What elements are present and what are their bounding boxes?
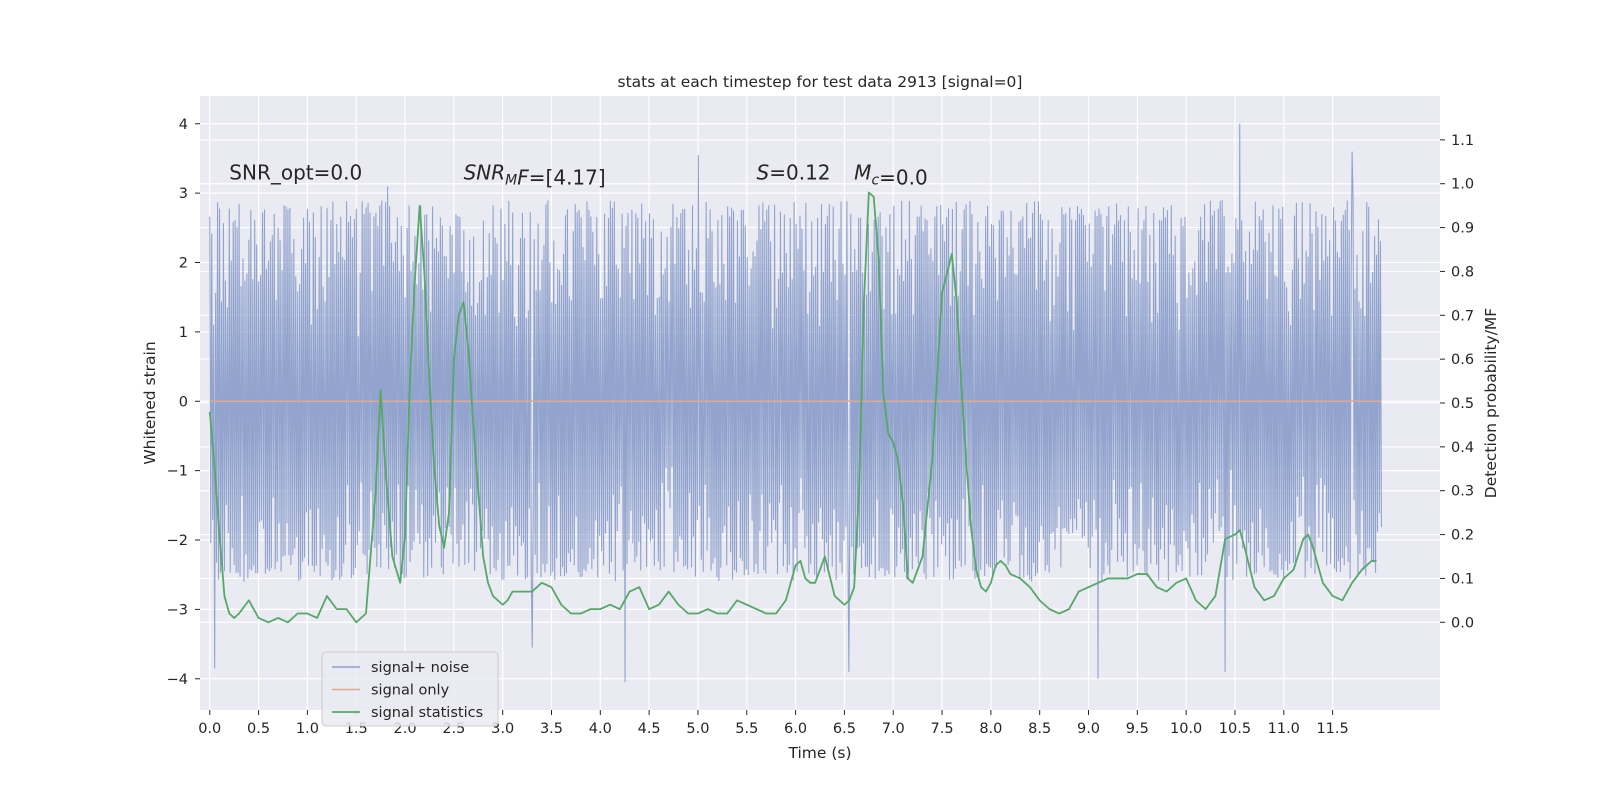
y-right-tick-label: 0.6 — [1451, 352, 1474, 368]
annotation-part: S — [757, 160, 770, 184]
annotation-part: M — [854, 160, 871, 184]
y-left-tick-label: 0 — [179, 394, 188, 410]
x-tick-label: 1.0 — [296, 721, 319, 737]
x-tick-label: 8.5 — [1028, 721, 1051, 737]
annotation-part: SNR — [464, 160, 506, 184]
x-tick-label: 6.0 — [784, 721, 807, 737]
y-right-tick-label: 1.0 — [1451, 177, 1474, 193]
legend-box — [321, 651, 499, 727]
y-axis-right: 0.0 0.1 0.2 0.3 0.4 0.5 0.6 0.7 0.8 0.9 1.0 1.1 — [1440, 133, 1474, 631]
line-signal-statistics — [208, 191, 1377, 624]
y-axis-label-left: Whitened strain — [141, 341, 159, 464]
y-right-tick-label: 0.0 — [1451, 615, 1474, 631]
y-right-tick-label: 0.4 — [1451, 440, 1474, 456]
y-left-tick-label: 3 — [179, 186, 188, 202]
annotation-text: SNRMF=[4.17] — [464, 160, 606, 189]
y-left-tick-label: −2 — [167, 533, 188, 549]
annotation-part: SNR_opt=0.0 — [229, 160, 362, 184]
annotations: SNR_opt=0.0 SNRMF=[4.17] S=0.12 Mc=0.0 — [229, 160, 927, 189]
chart-title: stats at each timestep for test data 291… — [618, 73, 1023, 91]
y-right-tick-label: 1.1 — [1451, 133, 1474, 149]
annotation-text: SNR_opt=0.0 — [229, 160, 362, 184]
x-tick-label: 11.0 — [1268, 721, 1300, 737]
y-axis-left: −4 −3 −2 −1 0 1 2 3 4 — [167, 117, 200, 688]
x-tick-label: 4.5 — [638, 721, 661, 737]
y-left-tick-label: −3 — [167, 602, 188, 618]
series-signal-statistics — [208, 191, 1377, 624]
y-left-tick-label: −1 — [167, 464, 188, 480]
x-tick-label: 6.5 — [833, 721, 856, 737]
x-tick-label: 7.5 — [931, 721, 954, 737]
y-axis-label-right: Detection probability/MF — [1482, 308, 1500, 499]
annotation-part: =0.0 — [879, 165, 928, 189]
y-right-tick-label: 0.9 — [1451, 221, 1474, 237]
y-right-tick-label: 0.3 — [1451, 484, 1474, 500]
y-right-tick-label: 0.7 — [1451, 308, 1474, 324]
plot-area: SNR_opt=0.0 SNRMF=[4.17] S=0.12 Mc=0.0 — [200, 96, 1440, 710]
legend-label: signal+ noise — [371, 660, 469, 676]
x-tick-label: 11.5 — [1316, 721, 1348, 737]
x-tick-label: 9.0 — [1077, 721, 1100, 737]
y-left-tick-label: 2 — [179, 256, 188, 272]
annotation-text: S=0.12 — [757, 160, 831, 184]
x-tick-label: 7.0 — [882, 721, 905, 737]
annotation-part: =0.12 — [769, 160, 830, 184]
x-tick-label: 5.5 — [735, 721, 758, 737]
x-tick-label: 10.5 — [1219, 721, 1251, 737]
y-right-tick-label: 0.8 — [1451, 264, 1474, 280]
x-tick-label: 5.0 — [686, 721, 709, 737]
legend-label: signal statistics — [371, 705, 483, 721]
annotation-text: Mc=0.0 — [854, 160, 928, 189]
y-right-tick-label: 0.1 — [1451, 571, 1474, 587]
x-tick-label: 0.0 — [198, 721, 221, 737]
y-left-tick-label: 4 — [179, 117, 188, 133]
x-tick-label: 10.0 — [1170, 721, 1202, 737]
annotation-part: M — [505, 172, 517, 188]
x-tick-label: 0.5 — [247, 721, 270, 737]
annotation-part: F — [517, 165, 529, 189]
y-right-tick-label: 0.2 — [1451, 528, 1474, 544]
y-left-tick-label: 1 — [179, 325, 188, 341]
annotation-part: c — [871, 172, 879, 188]
x-tick-label: 8.0 — [979, 721, 1002, 737]
annotation-part: =[4.17] — [529, 165, 606, 189]
x-axis-label: Time (s) — [787, 744, 851, 762]
series-signal-noise — [209, 123, 1382, 683]
x-tick-label: 3.5 — [540, 721, 563, 737]
y-right-tick-label: 0.5 — [1451, 396, 1474, 412]
y-left-tick-label: −4 — [167, 672, 188, 688]
x-tick-label: 4.0 — [589, 721, 612, 737]
legend: signal+ noise signal only signal statistic… — [321, 651, 499, 727]
x-tick-label: 9.5 — [1126, 721, 1149, 737]
line-signal-noise — [209, 123, 1382, 683]
legend-label: signal only — [371, 683, 450, 699]
x-axis: 0.0 0.5 1.0 1.5 2.0 2.5 3.0 3.5 4.0 4.5 5.0 5.5 6.0 6… — [198, 710, 1349, 737]
